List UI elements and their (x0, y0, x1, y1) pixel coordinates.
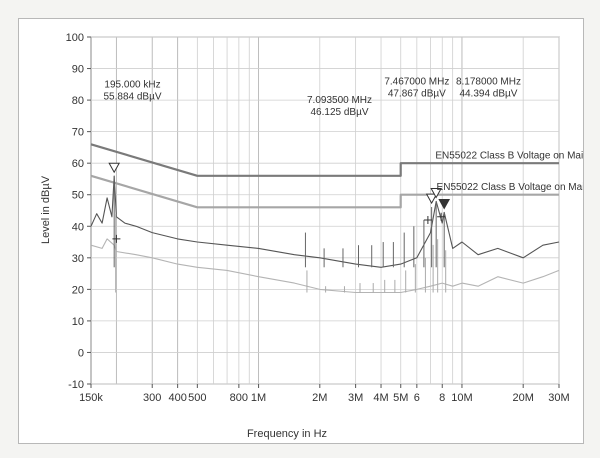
cross-marker (112, 234, 121, 243)
marker-frequency-label: 7.093500 MHz (307, 95, 372, 106)
y-tick-label: 30 (72, 253, 84, 265)
emi-chart: -10 0 10 20 30 40 50 60 70 80 90 100 150k 300 400 500 8… (40, 32, 600, 440)
cross-marker (437, 212, 446, 221)
x-tick-label: 3M (348, 392, 363, 404)
x-axis-label: Frequency in Hz (247, 428, 327, 440)
y-tick-label: 40 (72, 221, 84, 233)
marker-frequency-label: 8.178000 MHz (456, 76, 521, 87)
marker-level-label: 44.394 dBµV (459, 88, 517, 99)
cross-marker (423, 215, 432, 224)
series-line-2 (90, 174, 559, 209)
y-tick-label: 20 (72, 284, 84, 296)
marker-frequency-label: 7.467000 MHz (384, 76, 449, 87)
series-line-1 (90, 143, 559, 177)
marker-triangle (430, 187, 443, 199)
series-line-4 (90, 238, 560, 294)
series-group (90, 143, 560, 294)
y-tick-label: 100 (66, 32, 84, 44)
y-tick-label: 10 (72, 316, 84, 328)
y-tick-label: 60 (72, 158, 84, 170)
x-tick-label: 300 (143, 392, 161, 404)
x-tick-label: 20M (512, 392, 533, 404)
series-line-3 (90, 175, 560, 268)
x-tick-label: 400 (168, 392, 186, 404)
marker-level-label: 55.884 dBµV (103, 91, 161, 102)
marker-level-label: 47.867 dBµV (388, 88, 446, 99)
y-axis-ticks: -10 0 10 20 30 40 50 60 70 80 90 100 (66, 32, 91, 391)
y-tick-label: 70 (72, 127, 84, 139)
x-axis-ticks: 150k 300 400 500 800 1M 2M 3M 4M 5M 6 8 10M 20M 30M (79, 384, 570, 404)
marker-frequency-label: 195.000 kHz (104, 79, 160, 90)
x-tick-label: 2M (312, 392, 327, 404)
limit-line-label: EN55022 Class B Voltage on Mains AV (437, 182, 583, 193)
x-tick-label: 10M (451, 392, 472, 404)
x-tick-label: 5M (393, 392, 408, 404)
grid (90, 36, 560, 385)
x-tick-label: 150k (79, 392, 103, 404)
x-tick-label: 500 (188, 392, 206, 404)
limit-line-label: EN55022 Class B Voltage on Mains QP (435, 150, 583, 161)
marker-triangle (425, 193, 438, 205)
x-tick-label: 6 (414, 392, 420, 404)
marker-level-label: 46.125 dBµV (310, 107, 368, 118)
marker-triangle (108, 162, 121, 174)
y-tick-label: 50 (72, 190, 84, 202)
x-tick-label: 8 (439, 392, 445, 404)
y-tick-label: 0 (78, 347, 84, 359)
y-tick-label: -10 (68, 379, 84, 391)
chart-frame: -10 0 10 20 30 40 50 60 70 80 90 100 150k 300 400 500 8… (18, 18, 600, 444)
spikes-group (113, 176, 447, 293)
y-axis-label: Level in dBµV (40, 175, 52, 244)
x-tick-label: 1M (251, 392, 266, 404)
x-tick-label: 30M (548, 392, 569, 404)
marker-triangle (438, 199, 451, 210)
y-tick-label: 80 (72, 95, 84, 107)
y-tick-label: 90 (72, 64, 84, 76)
x-tick-label: 4M (373, 392, 388, 404)
x-tick-label: 800 (230, 392, 248, 404)
plot-area (90, 36, 560, 385)
